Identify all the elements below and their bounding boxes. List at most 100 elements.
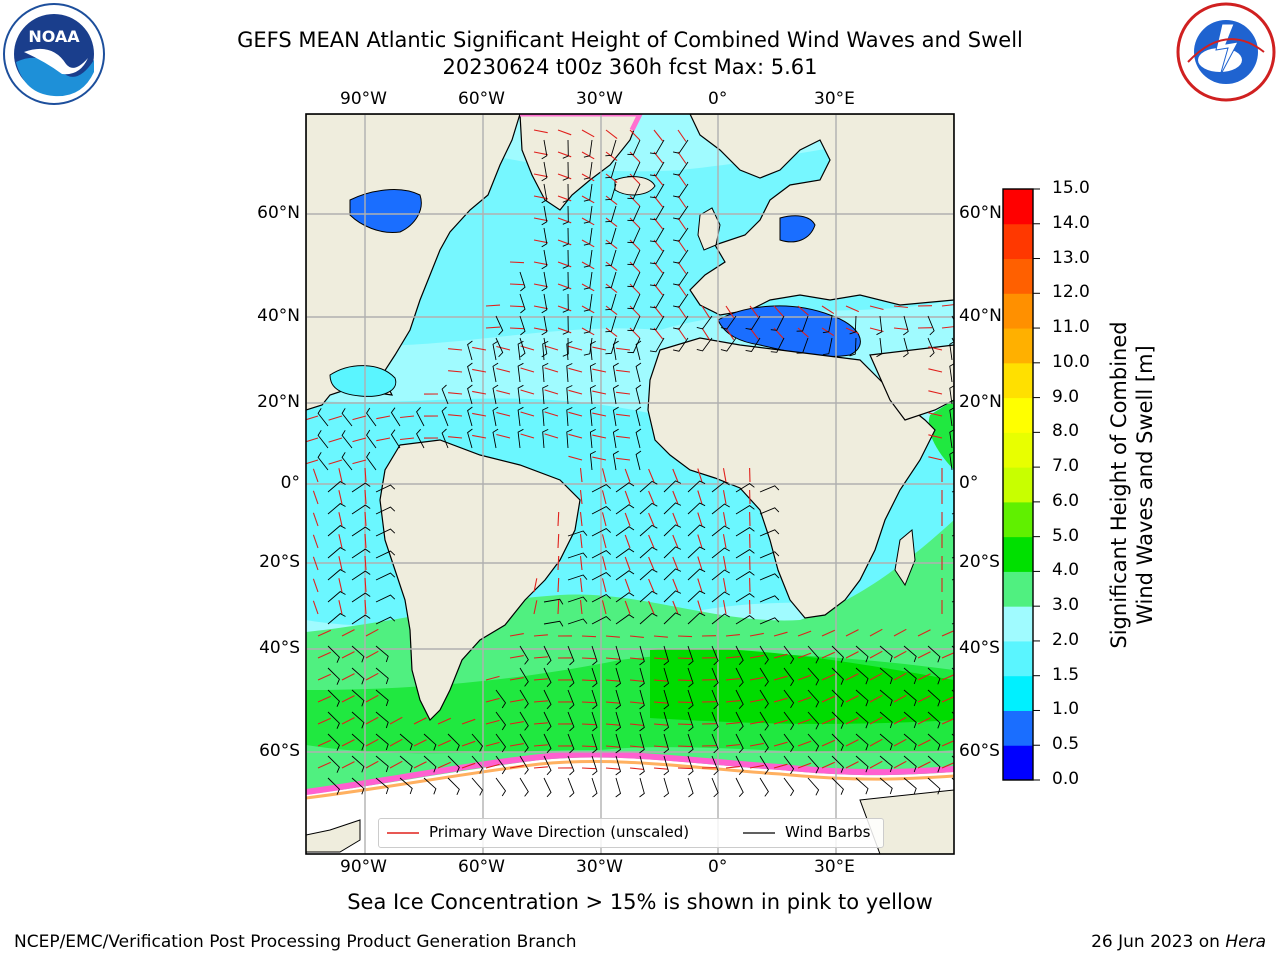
wave-direction-arrow — [605, 723, 620, 726]
wave-direction-arrow — [601, 556, 607, 571]
wave-direction-arrow — [533, 634, 548, 637]
wind-barb — [517, 428, 524, 449]
wind-barb — [673, 337, 689, 352]
wind-barb — [745, 315, 761, 330]
wind-barb — [562, 183, 569, 203]
wind-barb — [687, 777, 694, 798]
wave-direction-arrow — [568, 389, 583, 395]
wind-barb — [951, 512, 954, 515]
wind-barb — [783, 777, 795, 797]
wave-direction-arrow — [341, 629, 355, 637]
wave-direction-arrow — [338, 556, 343, 571]
wind-barb — [519, 337, 526, 358]
wind-barb — [351, 482, 371, 493]
wind-barb — [519, 293, 526, 314]
wind-barb — [615, 570, 635, 581]
wave-direction-arrow — [648, 512, 655, 527]
lon-label-bottom-30w: 30°W — [576, 857, 623, 877]
colorbar-tick-label: 10.0 — [1052, 351, 1090, 372]
wave-direction-arrow — [629, 173, 641, 185]
wind-barb — [720, 315, 737, 330]
wave-direction-arrow — [581, 745, 597, 748]
wind-barb — [735, 645, 744, 666]
wave-direction-arrow — [592, 368, 607, 373]
wind-barb — [831, 711, 844, 729]
wave-direction-arrow — [672, 468, 679, 483]
wave-direction-arrow — [592, 346, 607, 351]
wave-direction-arrows — [306, 129, 954, 770]
colorbar-segment — [1003, 640, 1033, 677]
wind-barb — [605, 205, 617, 223]
colorbar-frame — [1002, 188, 1034, 781]
wave-direction-arrow — [845, 739, 859, 747]
wind-barb — [855, 777, 869, 795]
wind-barb — [649, 183, 665, 199]
wind-barb — [567, 618, 588, 625]
wind-barb — [807, 755, 820, 774]
wave-direction-arrow — [533, 305, 548, 310]
wave-direction-arrow — [365, 694, 379, 703]
wind-barb — [591, 777, 598, 798]
wind-barb — [639, 568, 658, 581]
wave-direction-arrow — [821, 673, 836, 681]
wind-barb — [583, 271, 593, 290]
wind-barb — [711, 613, 730, 625]
wind-barb — [605, 183, 617, 201]
wind-barb — [639, 502, 658, 515]
colorbar-tick-label: 6.0 — [1052, 490, 1080, 511]
wave-direction-arrow — [677, 701, 693, 704]
wind-barb — [591, 616, 611, 625]
wind-barb — [759, 617, 780, 625]
wave-direction-arrow — [629, 701, 644, 704]
wind-barb — [541, 293, 548, 314]
wind-barb — [375, 755, 389, 773]
wind-barb — [562, 315, 569, 335]
wind-barb — [543, 755, 552, 776]
wave-direction-arrow — [749, 305, 759, 318]
wind-barb — [612, 406, 619, 427]
wind-barb — [351, 592, 371, 603]
wave-direction-arrow — [365, 628, 379, 637]
wind-barb — [663, 502, 682, 515]
wave-direction-arrow — [928, 368, 943, 373]
wave-direction-arrow — [533, 261, 548, 266]
wave-direction-arrow — [797, 762, 812, 769]
wave-direction-arrow — [845, 673, 859, 681]
wave-direction-arrow — [533, 239, 548, 244]
wave-direction-arrow — [677, 723, 693, 726]
legend-arrow-swatch — [387, 832, 419, 834]
wind-barb — [687, 645, 694, 666]
wind-barb — [735, 571, 755, 581]
wind-barb — [615, 614, 635, 625]
wind-barb — [492, 384, 499, 405]
wind-barb — [351, 504, 371, 515]
wind-barb — [327, 591, 346, 603]
wind-barb — [635, 428, 642, 449]
wind-barb — [855, 733, 869, 751]
wind-barb — [541, 161, 548, 182]
wave-direction-arrow — [338, 512, 343, 527]
wave-direction-arrow — [845, 717, 859, 725]
wind-barb — [562, 271, 569, 291]
wind-barb — [441, 406, 449, 427]
wind-barb — [375, 667, 389, 685]
wave-direction-arrow — [616, 347, 631, 351]
wave-direction-arrow — [893, 716, 907, 725]
wind-barb — [855, 645, 869, 663]
wind-barb — [687, 689, 694, 710]
colorbar — [1003, 188, 1040, 781]
wind-barb — [879, 689, 893, 707]
wave-direction-arrow — [544, 367, 559, 373]
colorbar-segment — [1003, 571, 1033, 607]
arabia-land — [869, 344, 954, 421]
colorbar-tick-label: 8.0 — [1052, 421, 1080, 442]
wind-barb — [649, 315, 665, 331]
wave-direction-arrow — [629, 283, 641, 295]
wave-direction-arrow — [509, 743, 524, 747]
wave-direction-arrow — [677, 151, 687, 164]
wind-barb — [605, 227, 617, 245]
wave-direction-arrow — [581, 327, 595, 336]
wind-barb — [541, 249, 548, 270]
gulf-of-mexico — [329, 365, 397, 397]
wind-barb — [951, 600, 954, 603]
